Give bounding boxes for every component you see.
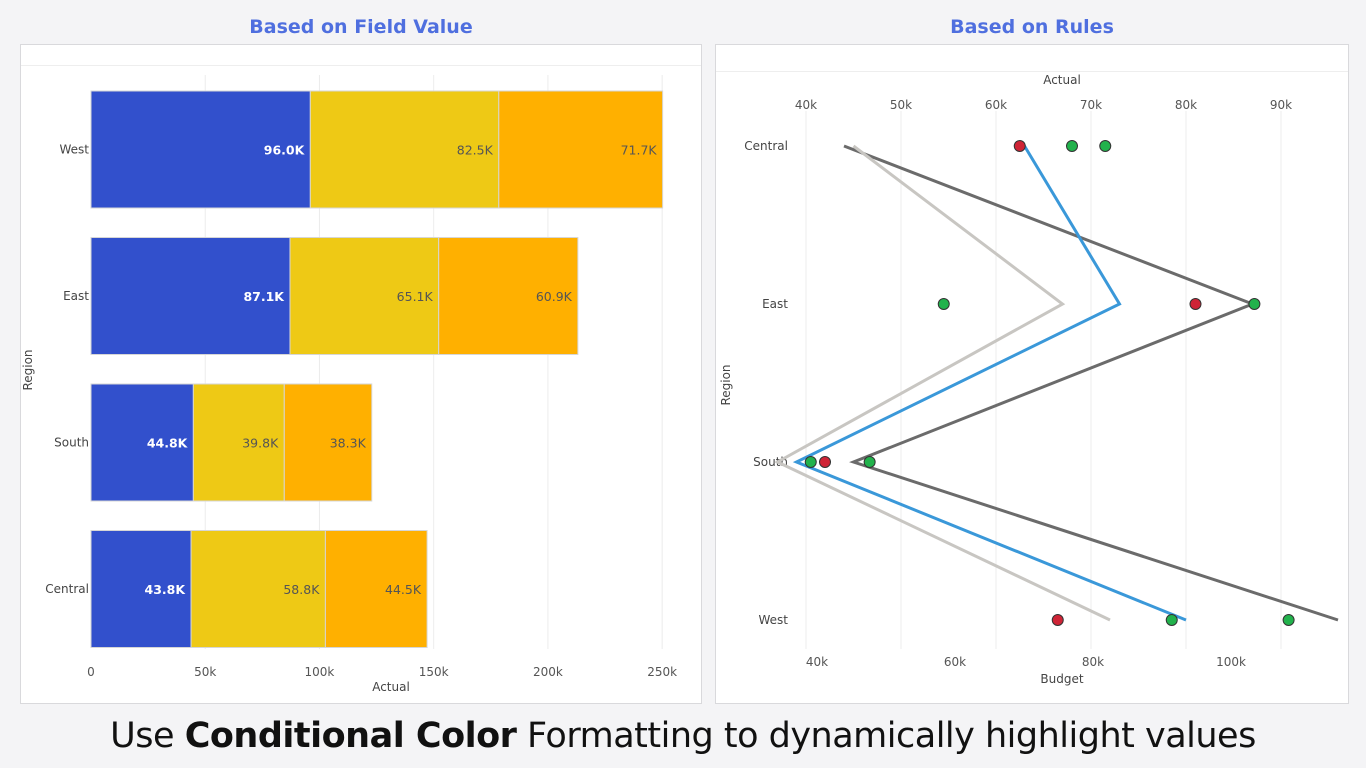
left-chart-title: Based on Field Value xyxy=(249,16,473,38)
top-tick-label: 80k xyxy=(1175,98,1197,112)
data-point xyxy=(1189,298,1202,310)
top-tick-label: 60k xyxy=(985,98,1007,112)
category-label: West xyxy=(758,613,788,627)
bar-segment xyxy=(190,530,326,648)
bar-segment xyxy=(324,530,428,648)
data-label: 60.9K xyxy=(536,289,573,304)
data-label: 39.8K xyxy=(242,436,279,451)
line-chart-panel: 40k 50k 60k 70k 80k 90k Actual 40k 60k 80k 100k Bud… xyxy=(715,44,1349,704)
data-label: 38.3K xyxy=(330,436,367,451)
top-tick-label: 50k xyxy=(890,98,912,112)
y-axis-title: Region xyxy=(21,349,35,390)
series-line xyxy=(792,145,1187,622)
top-axis-title: Actual xyxy=(1043,73,1081,87)
bar-segment xyxy=(192,383,285,502)
right-chart-title: Based on Rules xyxy=(950,16,1114,38)
caption-prefix: Use xyxy=(110,716,185,756)
category-label: Central xyxy=(744,139,788,153)
data-point xyxy=(1013,140,1026,152)
top-tick-label: 90k xyxy=(1270,98,1292,112)
panel-header-strip xyxy=(21,45,701,66)
bar-segment xyxy=(90,90,311,209)
data-label: 71.7K xyxy=(621,143,658,158)
series-line xyxy=(774,144,1111,622)
data-label: 43.8K xyxy=(145,582,187,597)
top-tick-label: 70k xyxy=(1080,98,1102,112)
line-chart: 40k 50k 60k 70k 80k 90k Actual 40k 60k 80k 100k Bud… xyxy=(719,73,1339,686)
bar-segment xyxy=(498,90,664,209)
bottom-tick-label: 60k xyxy=(944,655,966,669)
data-label: 65.1K xyxy=(397,289,434,304)
series-line xyxy=(843,144,1339,622)
data-label: 82.5K xyxy=(457,143,494,158)
data-label: 58.8K xyxy=(283,582,320,597)
x-tick-label: 50k xyxy=(194,665,216,679)
bottom-axis-title: Budget xyxy=(1040,672,1083,686)
bar-segment xyxy=(283,383,373,502)
data-point xyxy=(819,456,831,468)
panel-header-strip xyxy=(716,45,1348,72)
bar-segment xyxy=(309,90,500,209)
category-label: South xyxy=(753,455,788,469)
caption-suffix: Formatting to dynamically highlight valu… xyxy=(516,716,1256,756)
caption: Use Conditional Color Formatting to dyna… xyxy=(0,716,1366,768)
x-tick-label: 250k xyxy=(647,665,677,679)
bar-segment xyxy=(90,383,194,502)
data-point xyxy=(1051,614,1064,626)
top-tick-label: 40k xyxy=(795,98,817,112)
data-point xyxy=(1282,614,1295,626)
caption-bold: Conditional Color xyxy=(184,716,517,756)
x-tick-label: 200k xyxy=(533,665,563,679)
data-point xyxy=(1066,140,1078,152)
bottom-tick-label: 40k xyxy=(806,655,828,669)
bar-segment xyxy=(289,237,440,355)
category-label: West xyxy=(59,143,89,157)
bar-segment xyxy=(438,237,579,355)
data-point xyxy=(1248,298,1261,310)
data-label: 87.1K xyxy=(243,289,285,304)
bottom-tick-label: 80k xyxy=(1082,655,1104,669)
data-point xyxy=(1165,614,1178,626)
category-label: East xyxy=(63,289,89,303)
x-tick-label: 100k xyxy=(305,665,335,679)
x-tick-label: 0 xyxy=(87,665,95,679)
data-point xyxy=(804,456,817,468)
category-label: Central xyxy=(45,582,89,596)
bar-chart: 0 50k 100k 150k 200k 250k Actual Region West 96.0… xyxy=(21,75,677,694)
data-point xyxy=(863,456,876,468)
y-axis-title: Region xyxy=(719,364,733,405)
x-tick-label: 150k xyxy=(419,665,449,679)
data-label: 44.8K xyxy=(147,436,189,451)
bottom-tick-label: 100k xyxy=(1216,655,1246,669)
data-point xyxy=(1099,140,1112,152)
data-label: 44.5K xyxy=(385,582,422,597)
bar-chart-panel: 0 50k 100k 150k 200k 250k Actual Region West 96.0… xyxy=(20,44,702,704)
category-label: East xyxy=(762,297,788,311)
data-point xyxy=(937,298,950,310)
x-axis-title: Actual xyxy=(372,680,410,694)
data-label: 96.0K xyxy=(264,143,306,158)
bar-segment xyxy=(90,530,192,648)
category-label: South xyxy=(54,436,89,450)
